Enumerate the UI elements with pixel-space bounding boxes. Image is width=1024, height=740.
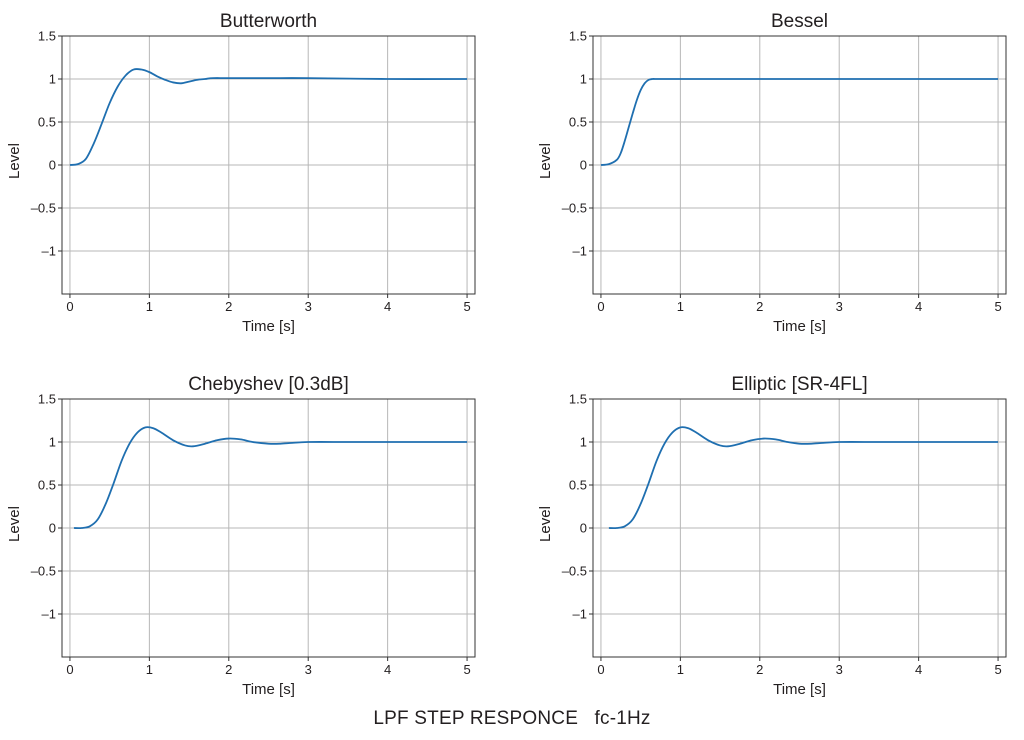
chart-chebyshev-0-3db: 0 1 2 3 4 5 1.5 1 0.5 0 –0.5 –1 Chebyshev [0.3dB] Tim…: [6, 374, 476, 698]
figure-caption: LPF STEP RESPONCE fc-1Hz: [373, 708, 651, 729]
step-response-line: [600, 78, 999, 166]
x-tick-label: 4: [915, 299, 922, 314]
x-tick-label: 1: [146, 299, 153, 314]
x-tick-label: 3: [305, 299, 312, 314]
y-tick-label: 1: [49, 72, 56, 87]
x-tick-label: 1: [677, 299, 684, 314]
chart-butterworth: 0 1 2 3 4 5 1.5 1 0.5 0 –0.5 –1 Butterworth Time [s] L…: [6, 11, 476, 335]
x-tick-label: 0: [597, 662, 604, 677]
y-axis-label: Level: [537, 506, 554, 542]
y-tick-label: –0.5: [31, 564, 56, 579]
y-tick-label: 1: [580, 435, 587, 450]
chart-title: Elliptic [SR-4FL]: [731, 374, 867, 395]
y-axis-label: Level: [6, 143, 23, 179]
x-tick-label: 2: [756, 299, 763, 314]
y-tick-label: –1: [42, 244, 56, 259]
x-tick-label: 2: [756, 662, 763, 677]
x-tick-label: 4: [915, 662, 922, 677]
y-tick-label: 1.5: [38, 392, 56, 407]
x-tick-label: 5: [463, 299, 470, 314]
x-tick-label: 2: [225, 662, 232, 677]
y-tick-label: 0.5: [38, 115, 56, 130]
step-response-line: [69, 68, 468, 166]
y-tick-label: 0: [49, 158, 56, 173]
x-tick-label: 1: [677, 662, 684, 677]
y-tick-label: 1.5: [38, 29, 56, 44]
step-response-line: [608, 426, 999, 530]
y-tick-label: 0: [580, 158, 587, 173]
y-axis-label: Level: [6, 506, 23, 542]
x-axis-label: Time [s]: [242, 318, 295, 335]
x-tick-label: 3: [305, 662, 312, 677]
x-tick-label: 3: [836, 299, 843, 314]
x-tick-label: 2: [225, 299, 232, 314]
x-tick-label: 4: [384, 662, 391, 677]
y-tick-label: 0.5: [569, 478, 587, 493]
x-tick-label: 5: [994, 662, 1001, 677]
x-tick-label: 5: [994, 299, 1001, 314]
x-tick-label: 5: [463, 662, 470, 677]
x-tick-label: 0: [597, 299, 604, 314]
chart-elliptic-sr-4fl: 0 1 2 3 4 5 1.5 1 0.5 0 –0.5 –1 Elliptic [SR-4FL] Tim…: [537, 374, 1007, 698]
y-tick-label: –1: [573, 607, 587, 622]
y-tick-label: 1: [580, 72, 587, 87]
y-tick-label: 0.5: [569, 115, 587, 130]
x-tick-label: 1: [146, 662, 153, 677]
chart-bessel: 0 1 2 3 4 5 1.5 1 0.5 0 –0.5 –1 Bessel Time [s] Level: [537, 11, 1007, 335]
x-axis-label: Time [s]: [773, 318, 826, 335]
step-response-line: [73, 426, 468, 530]
x-axis-label: Time [s]: [773, 681, 826, 698]
y-axis-label: Level: [537, 143, 554, 179]
y-tick-label: –0.5: [31, 201, 56, 216]
x-tick-label: 0: [66, 299, 73, 314]
x-tick-label: 0: [66, 662, 73, 677]
y-tick-label: –0.5: [562, 564, 587, 579]
y-tick-label: 0: [580, 521, 587, 536]
y-tick-label: 1.5: [569, 29, 587, 44]
y-tick-label: –0.5: [562, 201, 587, 216]
x-axis-label: Time [s]: [242, 681, 295, 698]
y-tick-label: 1: [49, 435, 56, 450]
x-tick-label: 4: [384, 299, 391, 314]
y-tick-label: 0: [49, 521, 56, 536]
chart-title: Chebyshev [0.3dB]: [188, 374, 349, 395]
x-tick-label: 3: [836, 662, 843, 677]
y-tick-label: –1: [42, 607, 56, 622]
chart-title: Bessel: [771, 11, 828, 32]
y-tick-label: –1: [573, 244, 587, 259]
y-tick-label: 0.5: [38, 478, 56, 493]
chart-title: Butterworth: [220, 11, 317, 32]
y-tick-label: 1.5: [569, 392, 587, 407]
